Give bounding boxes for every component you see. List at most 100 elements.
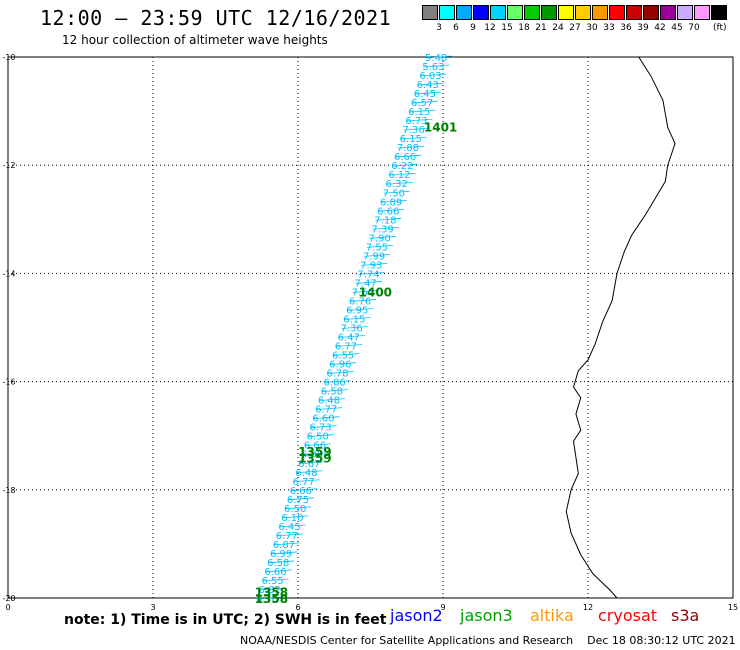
track-tick — [302, 452, 329, 456]
satellite-name-altika: altika — [530, 606, 574, 625]
track-tick — [268, 560, 295, 564]
wave-height-reading: 7.47 — [355, 278, 377, 289]
wave-height-reading: 6.77 — [276, 531, 298, 542]
track-tick — [296, 470, 323, 474]
wave-height-reading: 6.73 — [309, 423, 331, 434]
track-tick — [341, 326, 368, 329]
legend-swatch — [592, 5, 608, 20]
y-tick-label: -12 — [2, 161, 15, 170]
track-tick — [375, 217, 402, 221]
wave-height-reading: 7.99 — [363, 251, 385, 262]
track-tick — [364, 253, 391, 257]
track-tick — [392, 163, 419, 167]
legend-tick-label: 42 — [654, 23, 666, 33]
wave-height-reading: 6.58 — [321, 387, 343, 398]
track-tick — [290, 488, 317, 492]
legend-tick-label: 9 — [470, 23, 476, 33]
wave-height-reading: 6.10 — [281, 513, 303, 524]
footer-note: note: 1) Time is in UTC; 2) SWH is in fe… — [64, 612, 387, 628]
track-tick — [256, 596, 284, 600]
track-tick — [395, 154, 422, 158]
legend-swatch — [456, 5, 472, 20]
wave-height-reading: 6.12 — [388, 170, 410, 181]
footer-credit: NOAA/NESDIS Center for Satellite Applica… — [240, 634, 736, 647]
track-tick — [262, 578, 289, 582]
track-tick — [414, 91, 441, 95]
legend-tick-label: 12 — [484, 23, 496, 33]
wave-height-reading: 6.45 — [278, 522, 300, 533]
wave-height-reading: 6.15 — [400, 134, 422, 145]
track-tick — [279, 524, 306, 528]
track-tick — [330, 362, 357, 365]
x-tick-label: 0 — [5, 603, 10, 612]
satellite-name-s3a: s3a — [671, 606, 700, 625]
time-label: 1358 — [255, 586, 288, 600]
wave-height-reading: 6.15 — [408, 107, 430, 118]
wave-height-reading: 6.48 — [295, 468, 317, 479]
wave-height-reading: 7.36 — [402, 125, 424, 136]
legend-swatch — [541, 5, 557, 20]
track-tick — [318, 398, 346, 402]
legend-swatch — [609, 5, 625, 20]
wave-height-reading: 6.75 — [287, 495, 309, 506]
track-tick — [369, 235, 396, 239]
wave-height-reading: 6.58 — [267, 558, 289, 569]
map-frame — [7, 56, 734, 599]
legend-tick-label: 30 — [586, 23, 598, 33]
track-tick — [372, 226, 399, 230]
legend-swatch — [473, 5, 489, 20]
wave-height-reading: 6.82 — [259, 585, 281, 596]
wave-height-reading: 6.55 — [332, 351, 354, 362]
wave-height-reading: 5.48 — [425, 53, 447, 64]
wave-height-reading: 7.88 — [397, 143, 419, 154]
track-tick — [344, 317, 371, 320]
time-label: 1359 — [298, 451, 331, 465]
legend-tick-label: 18 — [518, 23, 530, 33]
time-label: 1401 — [424, 120, 457, 134]
track-tick — [423, 64, 450, 68]
legend-swatch — [677, 5, 693, 20]
legend-swatch — [422, 5, 438, 20]
wave-height-reading: 6.76 — [256, 594, 278, 605]
wave-height-reading: 7.39 — [371, 224, 393, 235]
legend-swatch — [626, 5, 642, 20]
wave-height-reading: 6.78 — [326, 369, 348, 380]
wave-height-reading: 6.66 — [304, 441, 326, 452]
wave-height-reading: 6.30 — [301, 450, 323, 461]
wave-height-reading: 6.77 — [293, 477, 315, 488]
wave-height-reading: 6.60 — [312, 414, 334, 425]
track-tick — [293, 479, 320, 483]
legend-swatch — [711, 5, 727, 20]
wave-height-reading: 6.89 — [380, 197, 402, 208]
track-tick — [412, 100, 439, 104]
track-tick — [347, 308, 374, 311]
track-tick — [307, 434, 334, 438]
legend-tick-label: 39 — [637, 23, 649, 33]
legend-tick-label: 21 — [535, 23, 547, 33]
track-tick — [358, 272, 385, 275]
wave-height-reading: 6.66 — [264, 567, 286, 578]
legend-tick-label: 3 — [436, 23, 442, 33]
legend-ticks: 3 6 9 12 15 18 21 24 27 30 33 36 39 42 45 70 (ft) — [422, 20, 728, 34]
wave-height-reading: 6.66 — [377, 206, 399, 217]
track-tick — [304, 443, 331, 447]
wave-height-reading: 7.90 — [369, 233, 391, 244]
track-tick — [400, 136, 427, 140]
track-tick — [316, 407, 343, 411]
track-tick — [276, 533, 303, 537]
track-tick — [397, 145, 425, 149]
legend-unit: (ft) — [713, 23, 727, 33]
y-tick-label: -18 — [2, 486, 15, 495]
legend-swatch — [643, 5, 659, 20]
wave-height-reading: 7.18 — [374, 215, 396, 226]
y-tick-label: -20 — [2, 594, 15, 603]
track-tick — [389, 172, 416, 176]
track-tick — [285, 506, 312, 510]
wave-height-reading: 7.74 — [357, 269, 379, 280]
x-tick-label: 12 — [583, 603, 593, 612]
legend-swatches — [422, 5, 728, 20]
legend-swatch — [558, 5, 574, 20]
wave-height-reading: 6.66 — [394, 152, 416, 163]
wave-height-reading: 6.03 — [419, 71, 441, 82]
satellite-name-cryosat: cryosat — [598, 606, 658, 625]
